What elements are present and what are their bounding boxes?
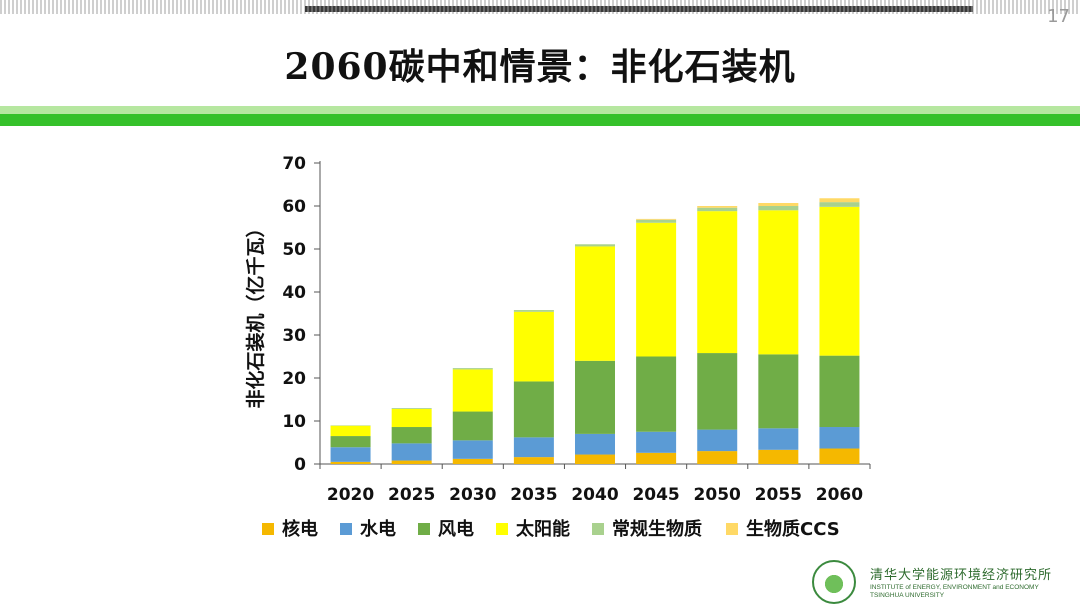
- legend-label: 水电: [360, 518, 396, 540]
- bar-segment: [758, 449, 799, 464]
- x-tick-label: 2020: [327, 485, 374, 505]
- bar-segment: [330, 436, 371, 448]
- bar-segment: [819, 355, 860, 428]
- y-tick-label: 40: [282, 283, 306, 303]
- bar-segment: [758, 210, 799, 355]
- bar-segment: [819, 206, 860, 356]
- x-axis-tick-labels: 2020 2025 2030 2035 2040 2045 2050 2055 2060: [327, 485, 863, 505]
- bar-segment: [330, 447, 371, 462]
- bar-segment: [513, 381, 554, 438]
- y-tick-label: 0: [294, 455, 306, 475]
- bar-segment: [452, 440, 493, 459]
- bar-segment: [513, 457, 554, 464]
- bar-segment: [513, 310, 554, 312]
- institute-logo: 清华大学能源环境经济研究所 INSTITUTE of ENERGY, ENVIR…: [812, 560, 1068, 604]
- legend-swatch: [262, 523, 274, 535]
- bar-segment: [697, 429, 738, 452]
- bar-segment: [452, 368, 493, 370]
- y-axis-tick-labels: 0 10 20 30 40 50 60 70: [282, 154, 306, 475]
- bar-segment: [636, 431, 677, 453]
- bar-segment: [636, 222, 677, 357]
- university-name-en: TSINGHUA UNIVERSITY: [870, 592, 945, 599]
- institute-name-cn: 清华大学能源环境经济研究所: [870, 568, 1053, 583]
- page-number: 17: [1047, 6, 1070, 27]
- x-tick-label: 2060: [816, 485, 863, 505]
- bar-segment: [636, 452, 677, 464]
- bar-segment: [391, 427, 432, 444]
- bar-segment: [758, 428, 799, 450]
- bar-segment: [575, 244, 615, 247]
- y-tick-label: 20: [282, 369, 306, 389]
- bar-segment: [819, 427, 860, 449]
- y-tick-label: 60: [282, 197, 306, 217]
- bar-segment: [758, 202, 799, 206]
- bar-segment: [330, 461, 371, 464]
- x-tick-label: 2030: [449, 485, 496, 505]
- chart-bars: [330, 198, 860, 464]
- bar-segment: [391, 408, 432, 409]
- bar-segment: [391, 443, 432, 461]
- bar-segment: [697, 206, 738, 208]
- institute-name-en: INSTITUTE of ENERGY, ENVIRONMENT and ECO…: [870, 584, 1039, 591]
- bar-segment: [697, 207, 738, 212]
- bar-segment: [697, 451, 738, 464]
- bar-segment: [391, 408, 432, 428]
- y-tick-label: 70: [282, 154, 306, 174]
- bar-segment: [330, 425, 371, 437]
- bar-segment: [636, 218, 677, 220]
- bar-segment: [636, 356, 677, 432]
- y-tick-label: 50: [282, 240, 306, 260]
- bar-segment: [513, 437, 554, 458]
- legend-swatch: [726, 523, 738, 535]
- bar-segment: [575, 246, 615, 361]
- bar-segment: [636, 219, 677, 223]
- bar-segment: [758, 206, 799, 211]
- legend-swatch: [340, 523, 352, 535]
- legend-swatch: [496, 523, 508, 535]
- bar-segment: [697, 211, 738, 354]
- legend-label: 生物质CCS: [746, 518, 840, 540]
- x-tick-label: 2045: [632, 485, 679, 505]
- bar-segment: [575, 360, 615, 434]
- x-tick-label: 2050: [694, 485, 741, 505]
- bar-segment: [575, 433, 615, 455]
- top-dark-strip: [305, 6, 973, 12]
- legend-swatch: [418, 523, 430, 535]
- x-tick-label: 2025: [388, 485, 435, 505]
- bar-segment: [575, 454, 615, 464]
- x-tick-label: 2040: [571, 485, 618, 505]
- chart-legend: 核电 水电 风电 太阳能 常规生物质 生物质CCS: [262, 518, 840, 540]
- legend-label: 常规生物质: [612, 518, 702, 540]
- legend-label: 风电: [438, 518, 474, 540]
- y-tick-label: 10: [282, 412, 306, 432]
- tsinghua-emblem-icon: [812, 560, 856, 604]
- y-tick-label: 30: [282, 326, 306, 346]
- title-underline-band: [0, 106, 1080, 126]
- bar-segment: [819, 202, 860, 207]
- legend-label: 太阳能: [516, 518, 570, 540]
- bar-segment: [819, 448, 860, 464]
- bar-segment: [513, 311, 554, 382]
- x-tick-label: 2055: [755, 485, 802, 505]
- legend-swatch: [592, 523, 604, 535]
- legend-label: 核电: [282, 518, 318, 540]
- y-axis-title: 非化石装机（亿千瓦）: [244, 218, 267, 408]
- bar-segment: [758, 354, 799, 429]
- bar-segment: [452, 458, 493, 464]
- slide-title: 2060碳中和情景：非化石装机: [284, 46, 796, 88]
- bar-segment: [819, 198, 860, 203]
- bar-segment: [697, 353, 738, 430]
- bar-segment: [452, 369, 493, 412]
- x-tick-label: 2035: [510, 485, 557, 505]
- bar-segment: [391, 460, 432, 464]
- bar-segment: [452, 411, 493, 441]
